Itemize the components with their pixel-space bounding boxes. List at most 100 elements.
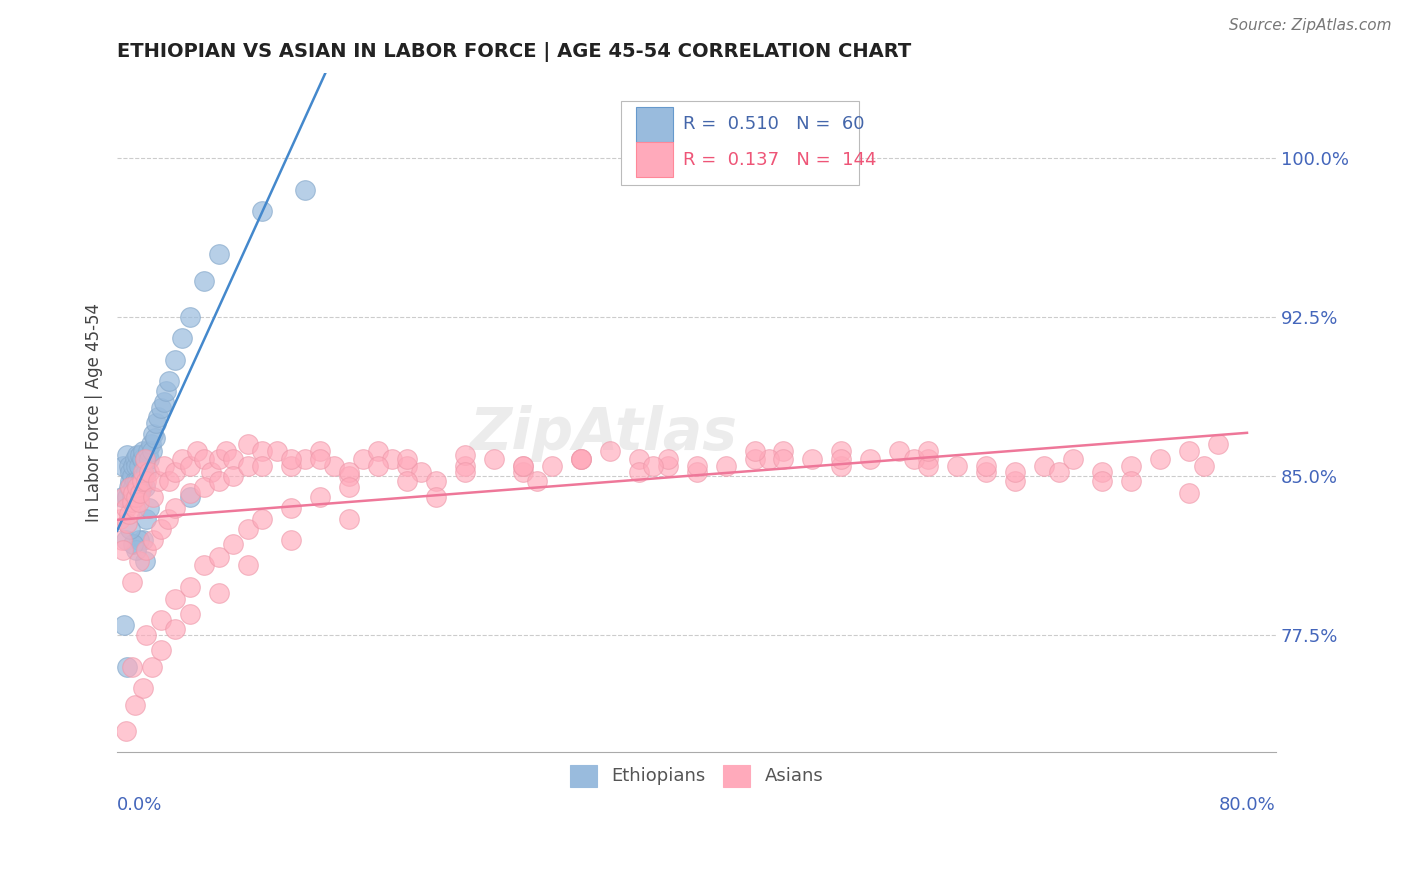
Point	[128, 458, 150, 473]
Y-axis label: In Labor Force | Age 45-54: In Labor Force | Age 45-54	[86, 303, 103, 522]
Point	[132, 533, 155, 547]
Point	[193, 480, 215, 494]
Point	[142, 426, 165, 441]
Point	[186, 443, 208, 458]
Point	[127, 448, 149, 462]
Point	[367, 443, 389, 458]
Point	[454, 448, 477, 462]
Point	[132, 443, 155, 458]
Point	[200, 465, 222, 479]
Point	[1149, 452, 1171, 467]
Point	[280, 533, 302, 547]
Point	[337, 469, 360, 483]
Point	[157, 374, 180, 388]
Point	[172, 452, 194, 467]
Point	[120, 480, 142, 494]
Point	[145, 417, 167, 431]
Point	[222, 452, 245, 467]
Point	[627, 465, 650, 479]
Point	[974, 458, 997, 473]
Point	[179, 491, 201, 505]
Point	[294, 452, 316, 467]
Point	[425, 474, 447, 488]
Point	[643, 458, 665, 473]
Point	[149, 614, 172, 628]
Point	[149, 522, 172, 536]
Point	[512, 458, 534, 473]
Point	[124, 452, 146, 467]
Point	[115, 723, 138, 738]
Point	[120, 522, 142, 536]
Point	[134, 480, 156, 494]
Point	[122, 480, 145, 494]
Point	[215, 443, 238, 458]
Point	[122, 537, 145, 551]
Point	[128, 554, 150, 568]
Point	[207, 586, 229, 600]
Point	[772, 452, 794, 467]
Point	[121, 575, 143, 590]
Point	[1047, 465, 1070, 479]
Point	[193, 274, 215, 288]
Point	[132, 465, 155, 479]
Point	[859, 452, 882, 467]
Point	[156, 511, 179, 525]
Point	[425, 491, 447, 505]
Point	[526, 474, 548, 488]
Point	[146, 474, 169, 488]
Point	[193, 558, 215, 573]
Point	[125, 543, 148, 558]
Point	[917, 443, 939, 458]
Text: R =  0.510   N =  60: R = 0.510 N = 60	[683, 115, 865, 133]
Point	[222, 537, 245, 551]
Point	[193, 452, 215, 467]
Point	[1206, 437, 1229, 451]
Point	[155, 384, 177, 399]
Point	[250, 443, 273, 458]
Point	[236, 522, 259, 536]
Point	[309, 443, 332, 458]
Point	[122, 486, 145, 500]
Point	[125, 458, 148, 473]
Point	[381, 452, 404, 467]
Point	[118, 480, 141, 494]
Point	[131, 452, 153, 467]
Point	[1192, 458, 1215, 473]
Point	[134, 452, 156, 467]
Point	[131, 480, 153, 494]
FancyBboxPatch shape	[637, 142, 673, 178]
Point	[165, 592, 187, 607]
Point	[903, 452, 925, 467]
Point	[657, 458, 679, 473]
Point	[131, 474, 153, 488]
Point	[974, 465, 997, 479]
Point	[830, 458, 852, 473]
Point	[111, 543, 134, 558]
Point	[165, 465, 187, 479]
Text: ZipAtlas: ZipAtlas	[470, 405, 738, 461]
Point	[714, 458, 737, 473]
Point	[1119, 458, 1142, 473]
Point	[110, 533, 132, 547]
Point	[132, 469, 155, 483]
Point	[337, 480, 360, 494]
Point	[165, 501, 187, 516]
Point	[135, 543, 157, 558]
Point	[685, 465, 707, 479]
Point	[236, 458, 259, 473]
Point	[120, 474, 142, 488]
Point	[136, 443, 159, 458]
Point	[1178, 486, 1201, 500]
Point	[135, 465, 157, 479]
Point	[482, 452, 505, 467]
Point	[236, 558, 259, 573]
Point	[129, 486, 152, 500]
Point	[1033, 458, 1056, 473]
Point	[744, 443, 766, 458]
Point	[1004, 474, 1026, 488]
Point	[280, 501, 302, 516]
Point	[280, 452, 302, 467]
Point	[117, 660, 139, 674]
Point	[627, 452, 650, 467]
Point	[352, 452, 374, 467]
